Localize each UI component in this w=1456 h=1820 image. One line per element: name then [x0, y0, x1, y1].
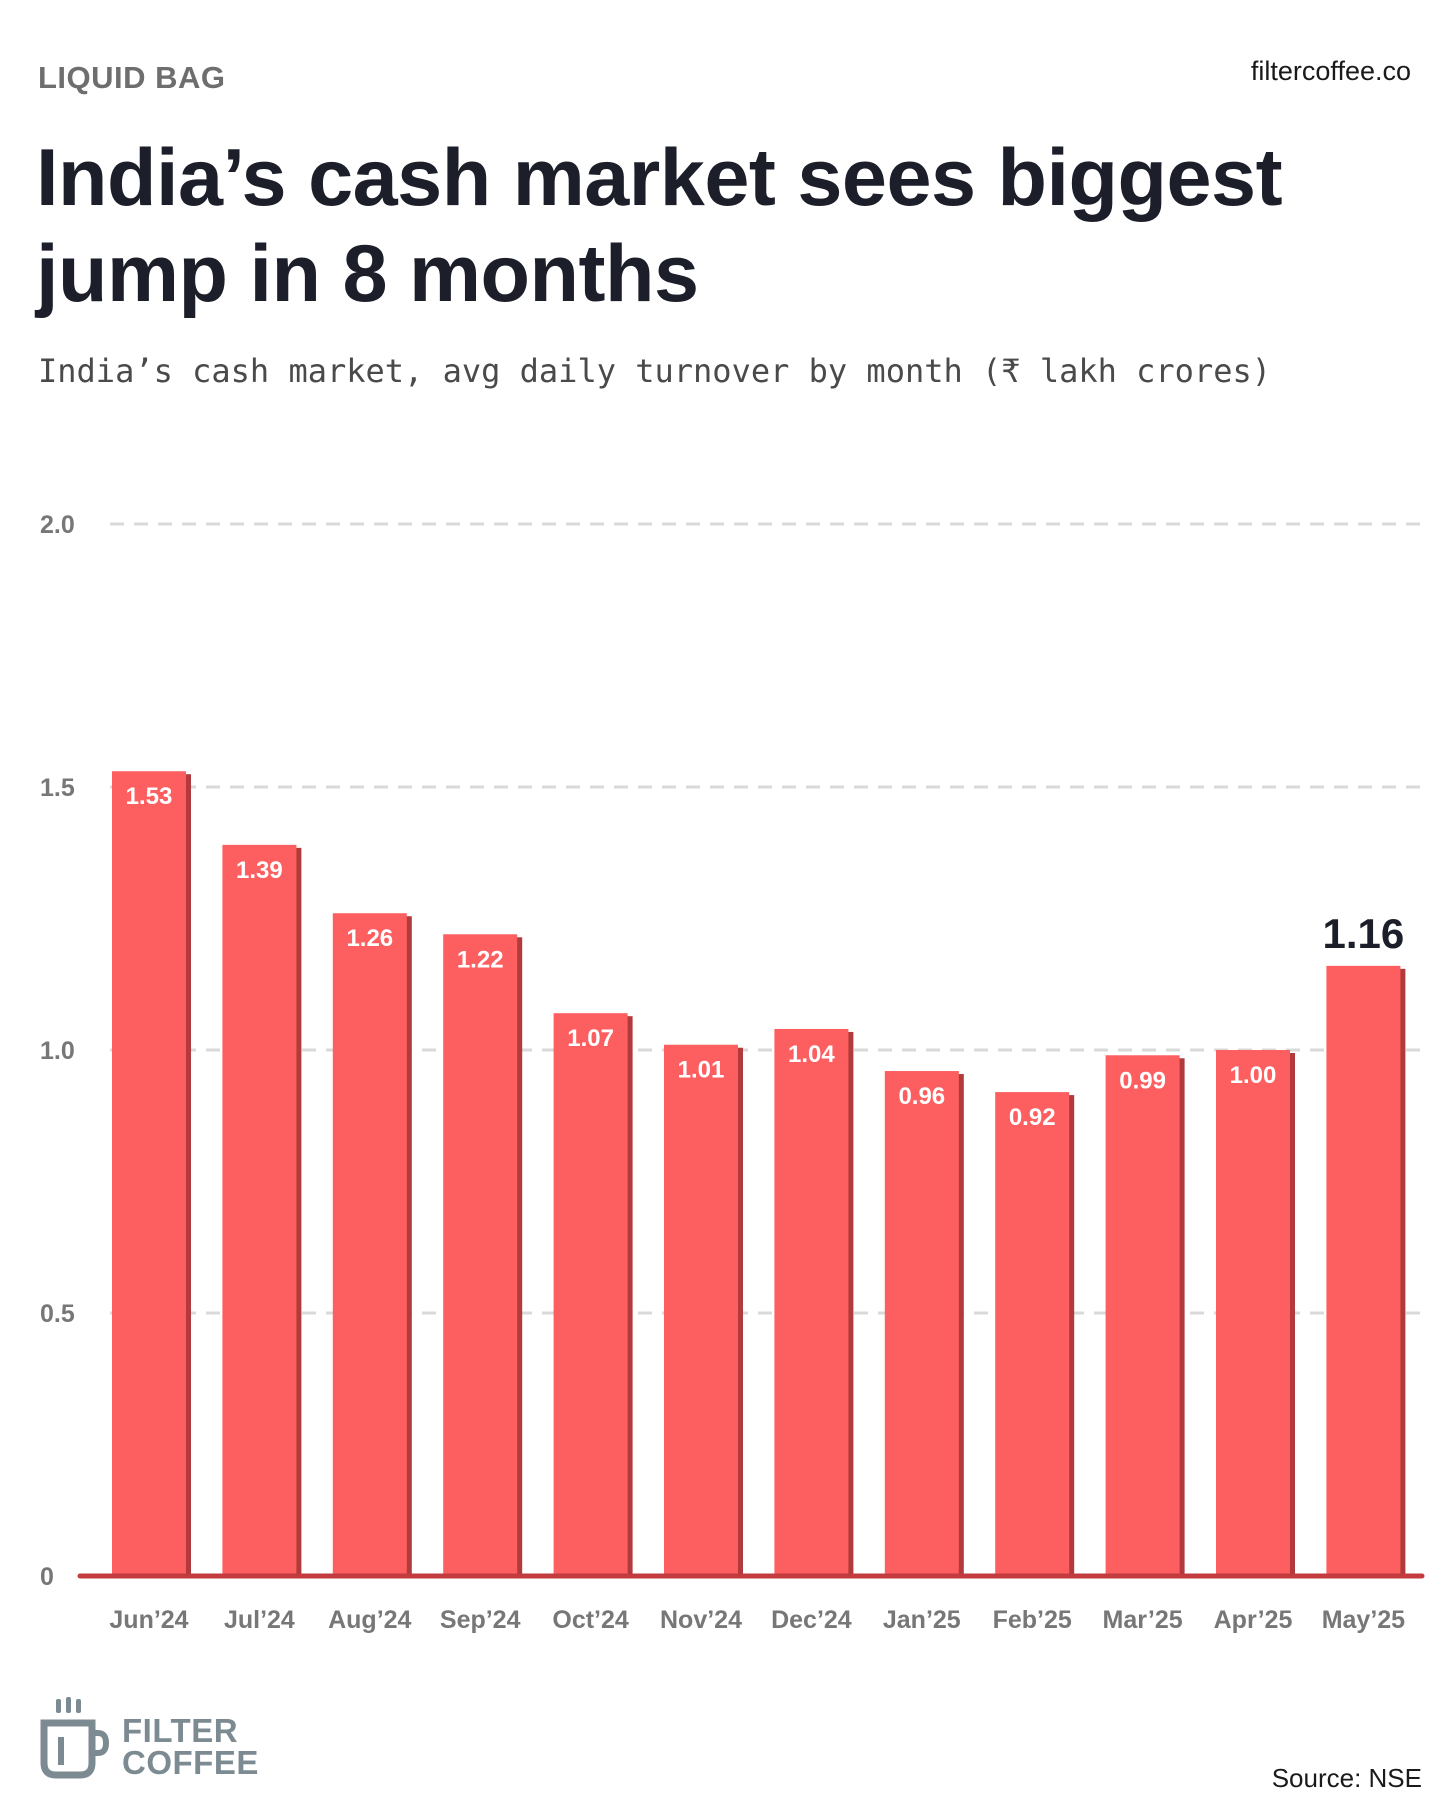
x-tick-label: Apr’25	[1214, 1606, 1293, 1634]
bar	[553, 1013, 628, 1576]
bar	[995, 1092, 1070, 1576]
y-tick-label: 1.5	[40, 774, 75, 802]
bar	[332, 913, 407, 1576]
coffee-cup-icon	[40, 1697, 110, 1779]
bar-chart: 0 0.5 1.0 1.5 2.0 1.53 Jun’24 1.39 Jul’24 1.26 Aug…	[40, 511, 1425, 1634]
bar-value-label: 1.22	[457, 946, 504, 973]
bar-value-label: 1.39	[236, 857, 283, 884]
x-tick-label: Feb’25	[993, 1606, 1072, 1634]
bar-value-label: 1.00	[1230, 1062, 1277, 1089]
bar	[884, 1071, 959, 1576]
page-title: India’s cash market sees biggest jump in…	[36, 133, 1283, 319]
x-tick-label: Jun’24	[109, 1606, 188, 1634]
bar	[112, 771, 186, 1576]
highlight-value-label: 1.16	[1323, 910, 1405, 957]
bar	[1326, 965, 1401, 1576]
bar-value-label: 1.26	[346, 925, 393, 952]
bar	[1216, 1050, 1290, 1576]
bar-value-label: 0.99	[1119, 1067, 1166, 1094]
chart-subtitle: India’s cash market, avg daily turnover …	[38, 352, 1271, 390]
x-tick-label: Jul’24	[224, 1606, 295, 1634]
logo-line-coffee: COFFEE	[122, 1744, 259, 1781]
logo-line-filter: FILTER	[122, 1712, 239, 1749]
x-tick-label: Aug’24	[328, 1606, 411, 1634]
brand-logo-text: FILTER COFFEE	[122, 1712, 259, 1781]
bar-value-label: 1.07	[567, 1025, 614, 1052]
kicker-label: LIQUID BAG	[38, 60, 226, 95]
x-tick-label: Oct’24	[552, 1606, 629, 1634]
y-tick-label: 0	[40, 1563, 54, 1591]
bar-value-label: 1.04	[788, 1041, 835, 1068]
x-tick-label: May’25	[1322, 1606, 1405, 1634]
bar	[774, 1028, 849, 1576]
bar	[1105, 1055, 1180, 1576]
bar	[664, 1044, 738, 1576]
y-tick-label: 2.0	[40, 511, 75, 539]
x-tick-label: Jan’25	[883, 1606, 961, 1634]
bar	[222, 844, 297, 1576]
bar-value-label: 0.92	[1009, 1104, 1056, 1131]
x-tick-label: Nov’24	[660, 1606, 742, 1634]
bar-value-label: 1.53	[126, 783, 173, 810]
bar	[443, 934, 518, 1576]
bar-value-label: 1.01	[678, 1057, 725, 1084]
site-url[interactable]: filtercoffee.co	[1250, 56, 1411, 86]
x-tick-label: Mar’25	[1103, 1606, 1183, 1634]
x-tick-label: Dec’24	[771, 1606, 852, 1634]
bar-value-label: 0.96	[898, 1083, 945, 1110]
source-note: Source: NSE	[1271, 1763, 1422, 1793]
y-tick-label: 1.0	[40, 1037, 75, 1065]
x-tick-label: Sep’24	[440, 1606, 521, 1634]
y-tick-label: 0.5	[40, 1300, 75, 1328]
